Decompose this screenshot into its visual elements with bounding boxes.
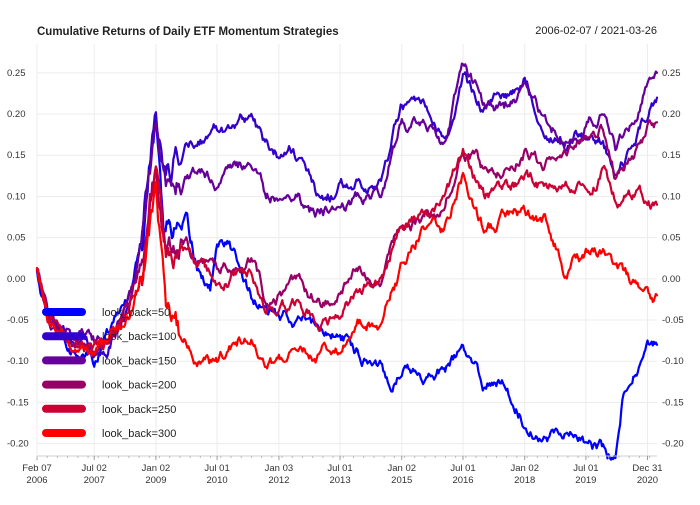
legend-label: look_back=200 [102, 380, 176, 392]
y-tick-label-left: 0.20 [7, 109, 26, 120]
y-tick-label-left: 0.05 [7, 233, 26, 244]
legend: look_back=50 look_back=100 look_back=150lo… [42, 307, 176, 440]
y-tick-label-right: 0.00 [662, 274, 681, 285]
y-tick-label-right: 0.10 [662, 191, 681, 202]
y-tick-label-left: -0.10 [7, 356, 29, 367]
y-tick-label-left: -0.15 [7, 397, 29, 408]
x-tick-year-label: 2018 [514, 475, 535, 486]
chart-title: Cumulative Returns of Daily ETF Momentum… [37, 26, 339, 38]
series-line-look-back-150 [35, 62, 659, 345]
x-tick-year-label: 2009 [145, 475, 166, 486]
y-tick-label-right: 0.25 [662, 68, 681, 79]
y-tick-label-right: -0.05 [662, 315, 684, 326]
y-tick-label-right: -0.10 [662, 356, 684, 367]
grid-lines [36, 44, 657, 456]
date-range-label: 2006-02-07 / 2021-03-26 [535, 25, 657, 37]
series-line-look-back-250 [35, 147, 659, 353]
y-tick-label-right: -0.20 [662, 439, 684, 450]
x-tick-label: Jul 01 [204, 463, 229, 474]
axes: -0.20 -0.20 -0.15 -0.15 -0.10 -0.10 -0.05 -0.05… [7, 68, 684, 486]
legend-label: look_back=300 [102, 428, 176, 440]
x-tick-label: Jul 01 [327, 463, 352, 474]
x-tick-label: Feb 07 [22, 463, 52, 474]
x-tick-label: Jul 01 [450, 463, 475, 474]
y-tick-label-right: 0.05 [662, 233, 681, 244]
x-tick-label: Jan 03 [265, 463, 294, 474]
y-tick-label-right: 0.15 [662, 150, 681, 161]
x-tick-year-label: 2012 [268, 475, 289, 486]
y-tick-label-right: 0.20 [662, 109, 681, 120]
legend-label: look_back=50 [102, 307, 170, 319]
y-tick-label-left: -0.05 [7, 315, 29, 326]
y-tick-label-left: 0.10 [7, 191, 26, 202]
legend-label: look_back=250 [102, 404, 176, 416]
x-tick-year-label: 2016 [452, 475, 473, 486]
y-tick-label-right: -0.15 [662, 397, 684, 408]
series-lines [35, 62, 659, 461]
y-tick-label-left: 0.00 [7, 274, 26, 285]
x-tick-label: Jan 02 [142, 463, 171, 474]
legend-label: look_back=100 [102, 331, 176, 343]
x-tick-label: Jul 02 [82, 463, 107, 474]
series-line-look-back-200 [35, 119, 659, 357]
x-tick-year-label: 2020 [637, 475, 658, 486]
x-tick-label: Dec 31 [632, 463, 662, 474]
x-tick-year-label: 2013 [329, 475, 350, 486]
x-tick-year-label: 2010 [207, 475, 228, 486]
y-tick-label-left: 0.15 [7, 150, 26, 161]
y-tick-label-left: -0.20 [7, 439, 29, 450]
y-tick-label-left: 0.25 [7, 68, 26, 79]
x-tick-label: Jan 02 [387, 463, 416, 474]
x-tick-year-label: 2006 [26, 475, 47, 486]
x-tick-year-label: 2015 [391, 475, 412, 486]
series-line-look-back-300 [35, 171, 659, 370]
x-tick-label: Jan 02 [510, 463, 539, 474]
x-tick-label: Jul 01 [573, 463, 598, 474]
legend-label: look_back=150 [102, 355, 176, 367]
x-tick-year-label: 2007 [84, 475, 105, 486]
x-tick-year-label: 2019 [575, 475, 596, 486]
